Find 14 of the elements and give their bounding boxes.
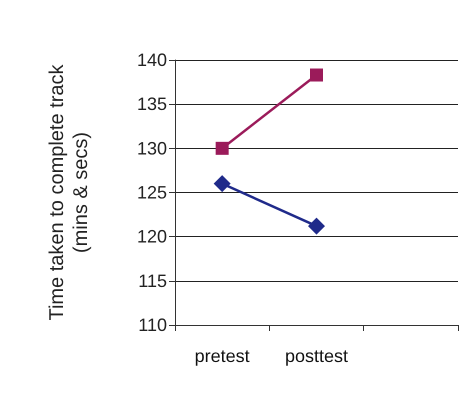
y-tick-label: 115 [138,270,167,291]
y-tick-label: 140 [136,50,167,70]
y-tick-label: 120 [136,226,167,247]
y-axis-title: Time taken to complete track (mins & secs) [46,63,92,321]
point [216,142,229,155]
y-tick-label: 135 [136,94,167,114]
y-tick-label: 130 [136,138,167,158]
y-tick-label: 110 [138,315,167,335]
point [308,218,325,235]
point [310,68,323,82]
x-tick-label: posttest [284,346,348,366]
y-tick-label: 125 [136,182,167,202]
point [214,175,231,192]
x-tick-label: pretest [194,346,250,366]
